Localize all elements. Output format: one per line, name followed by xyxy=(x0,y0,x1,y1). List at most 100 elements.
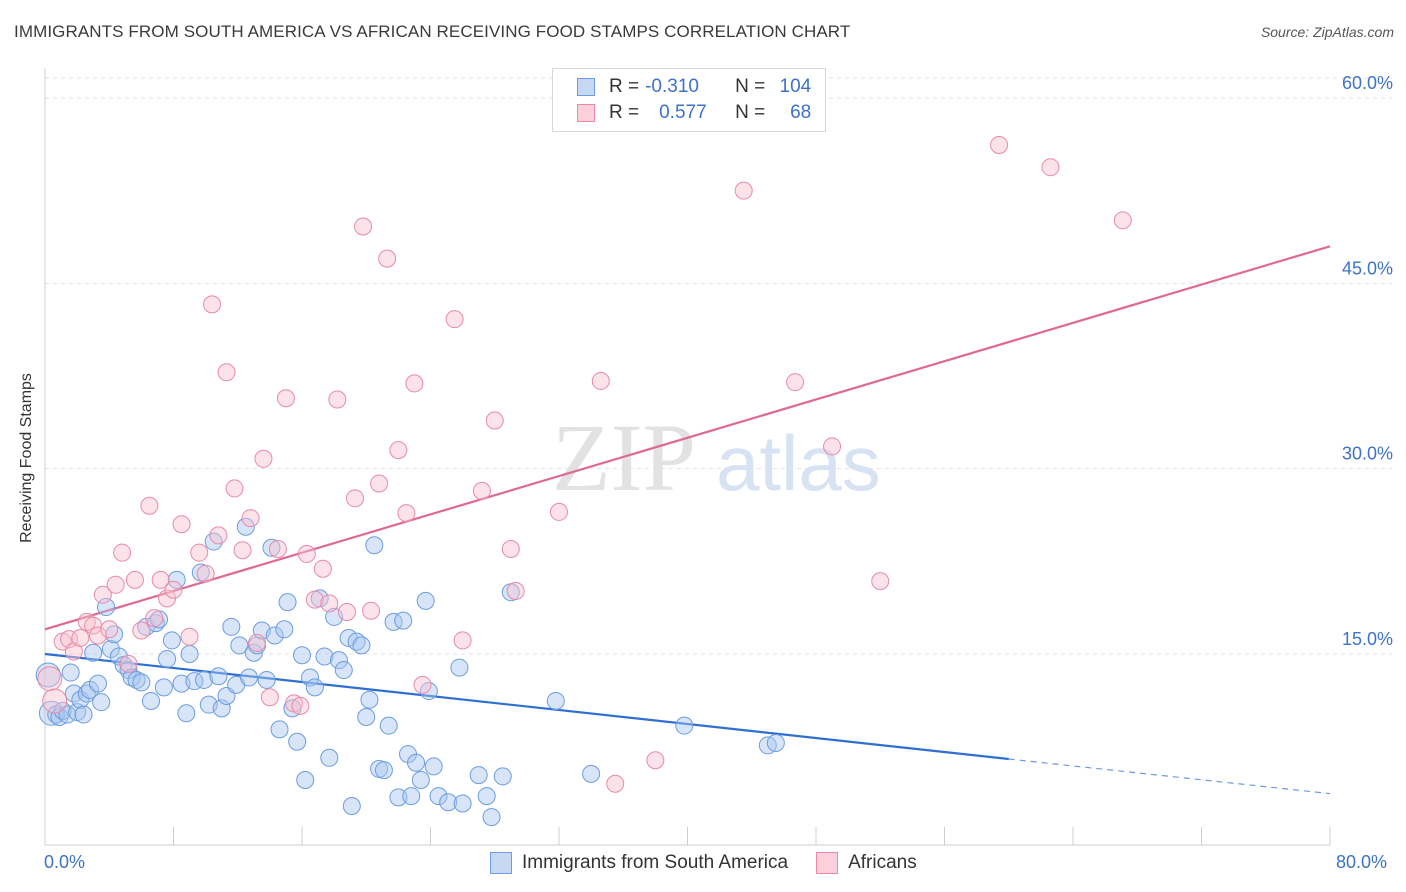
data-point xyxy=(233,541,252,560)
data-point xyxy=(384,612,403,631)
data-point xyxy=(469,766,488,785)
data-point xyxy=(142,691,161,710)
data-point xyxy=(100,620,119,639)
legend-row-south-america: R = -0.310 N = 104 xyxy=(577,74,811,100)
data-point xyxy=(276,389,295,408)
data-point xyxy=(501,539,520,558)
legend-swatch xyxy=(490,852,512,874)
data-point xyxy=(37,666,63,692)
data-point xyxy=(493,767,512,786)
data-point xyxy=(352,636,371,655)
data-point xyxy=(1041,158,1060,177)
data-point xyxy=(74,705,93,724)
gridlines xyxy=(45,77,1392,655)
data-point xyxy=(127,670,146,689)
watermark: ZIPatlas xyxy=(552,404,881,511)
data-point xyxy=(378,249,397,268)
data-point xyxy=(180,645,199,663)
data-point xyxy=(766,733,785,752)
data-point xyxy=(453,794,472,813)
data-point xyxy=(278,593,297,612)
x-tick-max: 80.0% xyxy=(1336,852,1388,872)
data-point xyxy=(506,581,525,600)
legend-n-value: 104 xyxy=(779,76,812,97)
watermark-atlas: atlas xyxy=(716,419,881,507)
data-point xyxy=(424,757,443,776)
data-point xyxy=(71,628,90,647)
series-south-america xyxy=(35,517,785,827)
legend-n-label: N = xyxy=(735,102,766,123)
data-point xyxy=(268,539,287,558)
data-point xyxy=(550,502,568,521)
data-point xyxy=(209,526,228,545)
data-point xyxy=(164,580,183,599)
data-point xyxy=(374,761,393,780)
y-tick-label: 60.0% xyxy=(1342,73,1393,93)
data-point xyxy=(260,688,279,707)
data-point xyxy=(151,570,170,589)
data-point xyxy=(132,621,151,640)
data-point xyxy=(370,474,389,493)
data-point xyxy=(450,658,469,677)
data-point xyxy=(125,570,144,589)
data-point xyxy=(357,708,376,727)
data-point xyxy=(209,667,228,686)
data-point xyxy=(416,591,435,610)
data-point xyxy=(334,661,353,680)
legend-r-label: R = xyxy=(609,76,640,97)
data-point xyxy=(53,701,72,720)
data-point xyxy=(172,515,191,534)
legend-r-value: -0.310 xyxy=(645,76,699,97)
data-point xyxy=(411,771,430,790)
data-point xyxy=(154,678,173,697)
data-point xyxy=(92,693,111,712)
data-points xyxy=(35,135,1132,827)
data-point xyxy=(871,572,890,591)
data-point xyxy=(365,536,384,555)
y-axis-label: Receiving Food Stamps xyxy=(18,373,35,543)
trend-line xyxy=(44,245,1331,631)
trend-lines xyxy=(44,245,1331,795)
data-point xyxy=(132,673,151,692)
data-point xyxy=(346,489,365,508)
data-point xyxy=(291,696,310,715)
data-point xyxy=(402,787,421,806)
data-point xyxy=(177,704,196,723)
data-point xyxy=(305,590,324,609)
data-point xyxy=(140,496,159,515)
data-point xyxy=(360,690,379,709)
data-point xyxy=(429,787,448,806)
data-point xyxy=(413,675,432,694)
data-point xyxy=(453,631,472,650)
data-point xyxy=(275,620,294,639)
data-point xyxy=(230,636,249,655)
data-point xyxy=(347,632,366,651)
data-point xyxy=(389,441,408,460)
data-point xyxy=(320,594,339,613)
data-point xyxy=(297,544,316,563)
data-point xyxy=(119,654,138,673)
data-point xyxy=(222,617,241,636)
data-point xyxy=(786,373,805,392)
data-point xyxy=(167,570,186,589)
data-point xyxy=(84,643,103,662)
legend-n-value: 68 xyxy=(790,102,812,123)
data-point xyxy=(405,374,424,393)
data-point xyxy=(190,543,209,562)
data-point xyxy=(823,437,842,456)
data-point xyxy=(61,663,80,682)
data-point xyxy=(646,751,665,770)
legend-row-africans: R = 0.577 N = 68 xyxy=(577,100,811,126)
y-tick-label: 30.0% xyxy=(1342,444,1393,464)
data-point xyxy=(257,670,276,689)
data-point xyxy=(145,609,164,628)
data-point xyxy=(42,688,68,714)
data-point xyxy=(582,764,601,783)
data-point xyxy=(185,672,204,691)
legend-swatch-south-america xyxy=(577,78,595,96)
legend-label: Africans xyxy=(848,852,917,873)
data-point xyxy=(445,310,464,329)
data-point xyxy=(296,771,315,790)
y-tick-label: 45.0% xyxy=(1342,258,1393,278)
legend-r-label: R = xyxy=(609,102,640,123)
